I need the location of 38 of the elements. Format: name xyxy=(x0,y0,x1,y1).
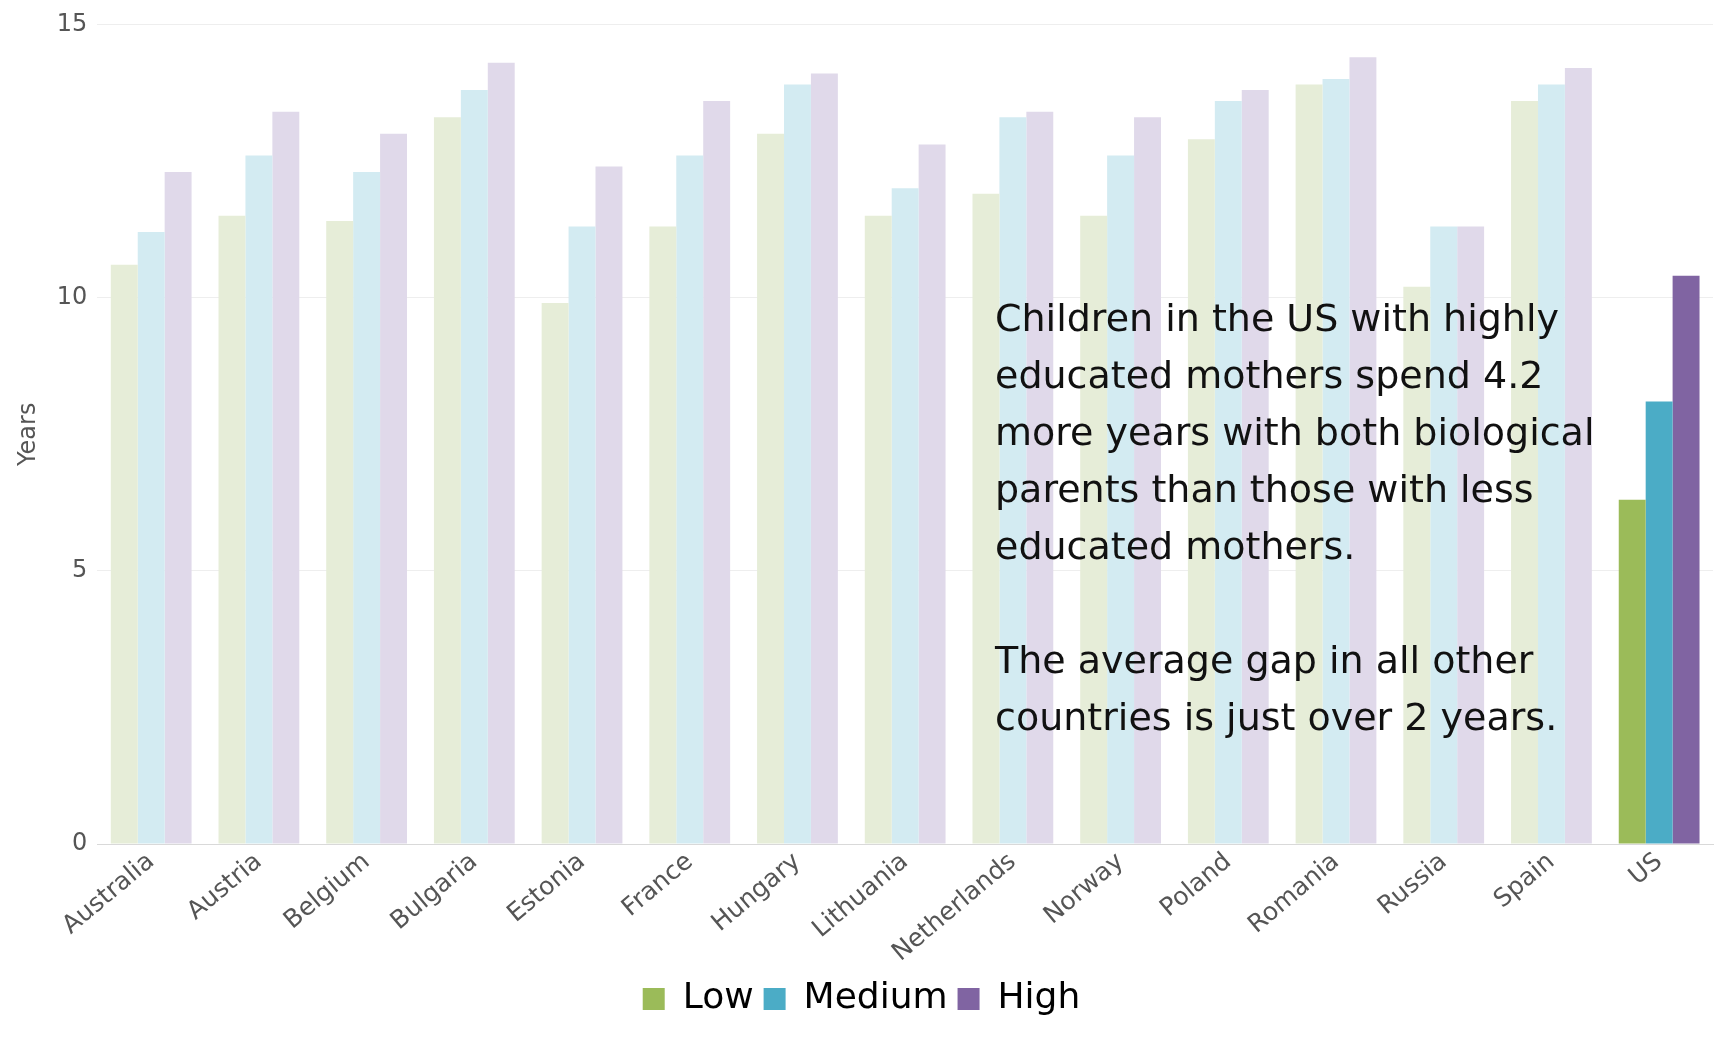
bar xyxy=(568,226,596,844)
bar xyxy=(110,264,138,844)
bar xyxy=(757,133,784,844)
bar xyxy=(272,111,300,844)
bar xyxy=(649,226,677,844)
bar xyxy=(460,89,488,844)
bar xyxy=(810,73,838,844)
y-tick-label: 5 xyxy=(72,555,88,584)
legend-label: Low xyxy=(682,975,754,1017)
bar xyxy=(891,188,919,844)
x-tick-label: US xyxy=(1622,845,1668,891)
bar xyxy=(1672,275,1700,844)
bar xyxy=(784,84,811,844)
annotation: Children in the US with highly educated mothers spend 4.2 more years with both biological parents than those with less educated mothers. xyxy=(995,295,1596,570)
bar xyxy=(137,232,165,844)
bar xyxy=(918,144,946,844)
bar xyxy=(864,215,892,844)
bar xyxy=(380,133,408,844)
y-tick-label: 10 xyxy=(56,281,88,310)
bar xyxy=(676,155,704,844)
bar xyxy=(541,303,569,844)
bar xyxy=(326,221,354,844)
bar xyxy=(487,62,515,844)
legend-label: Medium xyxy=(803,975,948,1017)
bar xyxy=(703,100,731,844)
bar xyxy=(164,171,192,844)
legend-label: High xyxy=(997,975,1081,1017)
bar xyxy=(353,171,381,844)
bar xyxy=(1618,499,1646,844)
bar xyxy=(218,215,246,844)
bar xyxy=(1645,401,1673,844)
annotation: The average gap in all other countries is just over 2 years. xyxy=(995,637,1559,741)
bar xyxy=(245,155,273,844)
bar xyxy=(433,117,461,844)
y-tick-label: 15 xyxy=(56,8,88,37)
bar xyxy=(595,166,623,844)
y-tick-label: 0 xyxy=(72,828,88,857)
y-axis-title: Years xyxy=(12,402,41,467)
